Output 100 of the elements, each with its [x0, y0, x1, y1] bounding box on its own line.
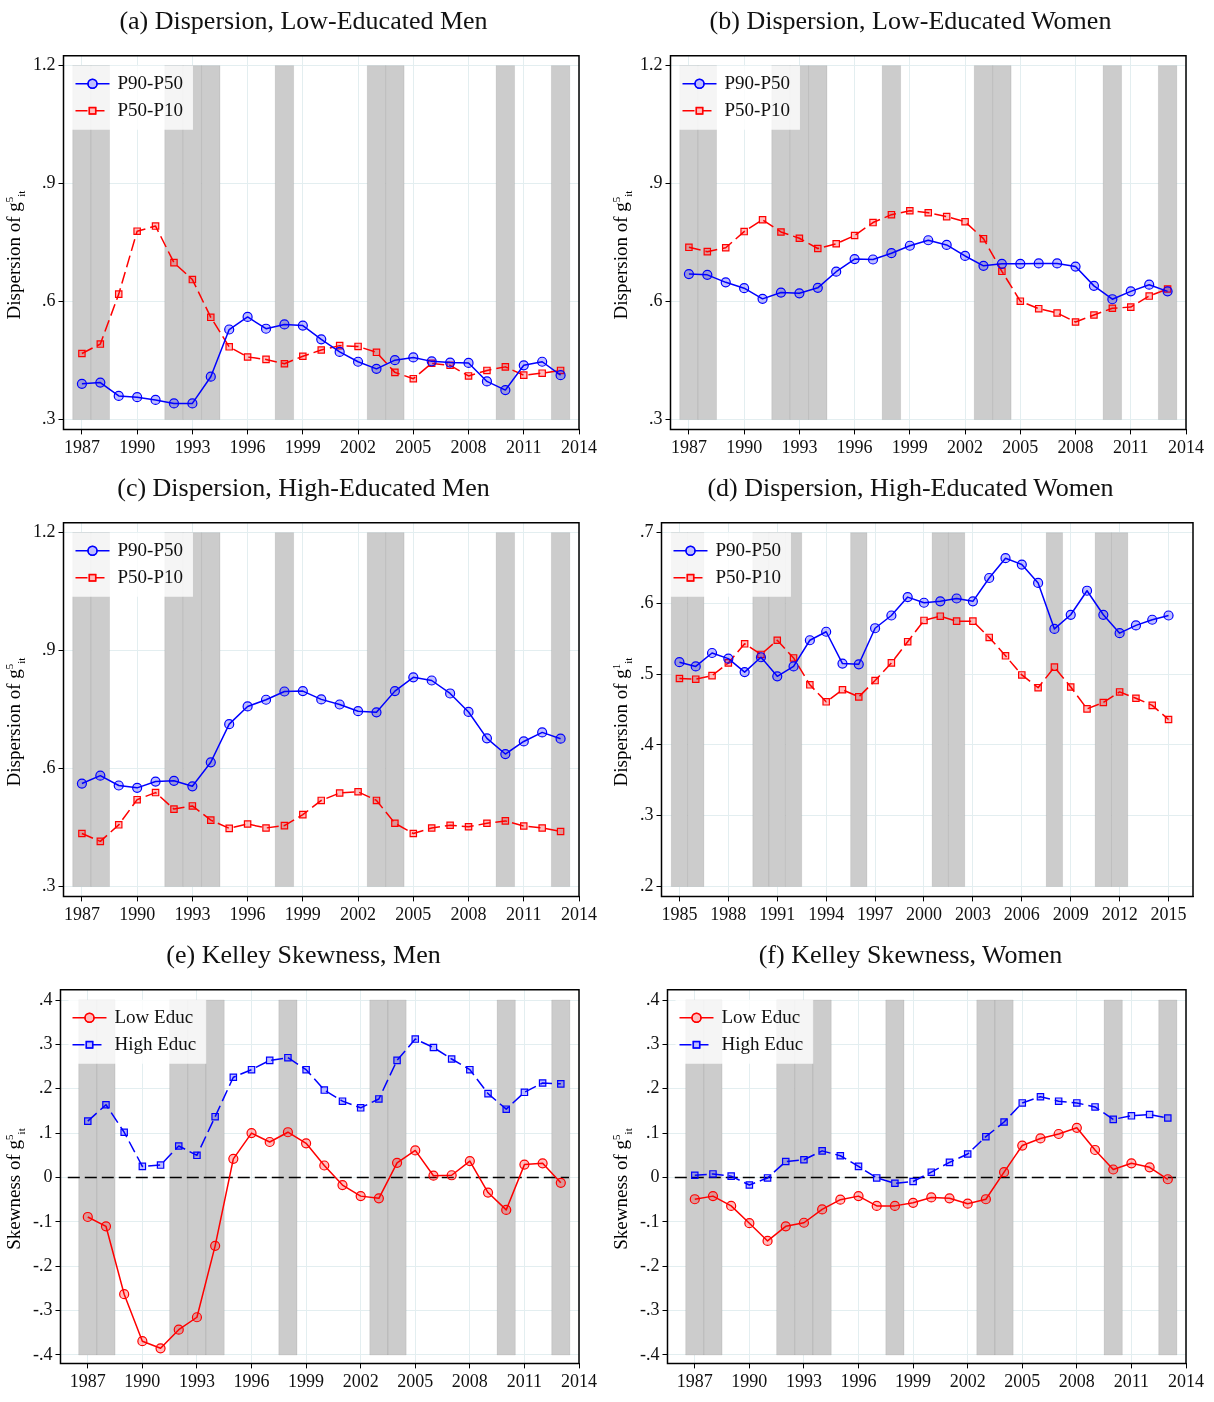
point — [707, 1191, 719, 1202]
point — [789, 654, 798, 662]
x-tick-label: 1990 — [119, 436, 156, 457]
point — [1144, 279, 1155, 290]
point — [211, 1112, 219, 1121]
x-tick-label: 2014 — [1168, 1370, 1204, 1391]
point — [1148, 701, 1157, 710]
point — [739, 283, 750, 294]
point — [205, 371, 216, 382]
x-tick-label: 1990 — [726, 436, 763, 457]
point — [1115, 688, 1124, 696]
point — [150, 776, 161, 787]
point — [280, 359, 289, 368]
y-tick-label: .7 — [640, 521, 654, 542]
point — [484, 1089, 492, 1098]
point — [408, 352, 419, 363]
point — [1091, 1103, 1099, 1111]
chart-title: (e) Kelley Skewness, Men — [165, 939, 442, 971]
x-tick-label: 1993 — [178, 1370, 215, 1391]
point — [76, 778, 88, 789]
y-tick-label: .6 — [42, 290, 56, 311]
point — [1035, 1133, 1046, 1144]
point — [1089, 1144, 1101, 1156]
x-tick-label: 1987 — [63, 436, 100, 457]
point — [886, 610, 897, 621]
point — [224, 719, 235, 730]
x-tick-label: 2005 — [1002, 436, 1039, 457]
point — [702, 269, 713, 280]
point — [788, 661, 799, 672]
point — [904, 240, 915, 251]
point — [316, 334, 327, 345]
point — [352, 356, 364, 367]
point — [721, 243, 730, 252]
point — [691, 1171, 699, 1180]
point — [260, 694, 272, 705]
point — [102, 1100, 110, 1109]
point — [853, 1191, 864, 1202]
point — [225, 343, 233, 351]
x-tick-label: 1999 — [284, 436, 321, 457]
point — [520, 1088, 529, 1097]
point — [1108, 304, 1117, 313]
x-tick-label: 2014 — [561, 903, 597, 924]
point — [814, 244, 822, 253]
point — [84, 1117, 92, 1125]
point — [260, 323, 272, 334]
x-tick-label: 1991 — [759, 903, 796, 924]
point — [745, 1181, 754, 1189]
point — [301, 1138, 312, 1149]
legend-label: P90-P50 — [715, 538, 781, 560]
point — [464, 372, 473, 380]
point — [205, 757, 216, 768]
x-tick-label: 1999 — [895, 1370, 932, 1391]
point — [889, 1200, 901, 1211]
point — [297, 686, 308, 697]
point — [887, 210, 896, 219]
point — [188, 802, 197, 810]
x-tick-label: 2008 — [1057, 436, 1094, 457]
point — [519, 822, 528, 830]
x-tick-label: 1993 — [174, 903, 211, 924]
point — [463, 706, 474, 718]
y-tick-label: .2 — [640, 875, 654, 896]
point — [408, 672, 419, 683]
point — [798, 1217, 810, 1228]
point — [519, 371, 528, 379]
point — [538, 369, 546, 377]
legend-label: High Educ — [721, 1032, 804, 1054]
point — [775, 287, 787, 298]
x-tick-label: 2005 — [1004, 1370, 1041, 1391]
point — [463, 357, 474, 369]
point — [537, 356, 548, 367]
x-tick-label: 1990 — [124, 1370, 161, 1391]
x-tick-label: 1996 — [229, 436, 266, 457]
point — [389, 686, 400, 697]
point — [763, 1174, 772, 1182]
point — [119, 1289, 130, 1300]
legend-label: High Educ — [114, 1032, 197, 1054]
point — [373, 1193, 384, 1204]
point — [1125, 286, 1136, 297]
point — [1049, 623, 1060, 635]
point — [428, 1170, 439, 1181]
point — [1052, 258, 1063, 269]
point — [156, 1161, 165, 1169]
point — [817, 1204, 828, 1215]
point — [302, 1065, 310, 1074]
point — [483, 819, 491, 828]
x-tick-label: 2015 — [1150, 903, 1187, 924]
point — [78, 829, 86, 838]
point — [151, 222, 160, 230]
point — [1065, 609, 1076, 620]
point — [246, 1128, 257, 1139]
point — [501, 817, 510, 825]
point — [502, 1105, 511, 1113]
point — [740, 227, 748, 236]
point — [96, 340, 105, 348]
point — [354, 788, 362, 796]
point — [969, 617, 977, 625]
point — [501, 363, 510, 371]
point — [1163, 610, 1174, 621]
point — [998, 267, 1006, 276]
point — [1070, 261, 1081, 272]
